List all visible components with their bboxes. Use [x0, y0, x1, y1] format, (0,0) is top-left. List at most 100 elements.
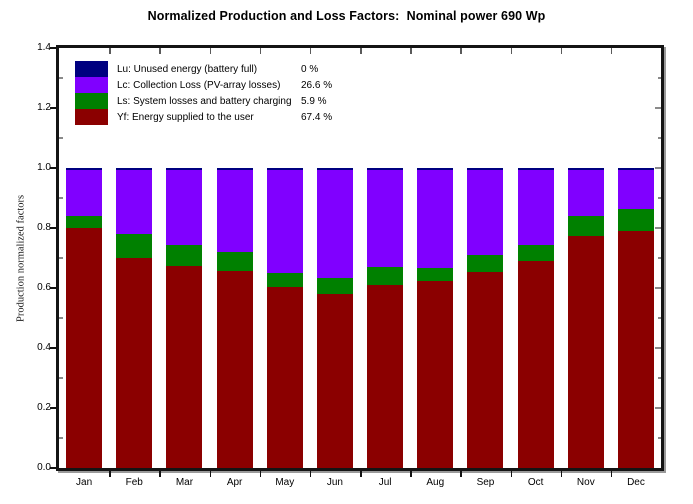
y-tick-label-1.0: 1.0: [37, 162, 51, 173]
y-tick-right-0.4: [655, 347, 661, 349]
y-tick-right-1: [655, 167, 661, 169]
plot-area: Lu: Unused energy (battery full) 0 % Lc: C…: [50, 45, 664, 477]
bar-segment-lu-oct: [517, 168, 554, 170]
legend: Lu: Unused energy (battery full) 0 % Lc: C…: [75, 61, 332, 125]
bar-segment-ls-oct: [517, 244, 554, 261]
stacked-bar-aug: [417, 168, 454, 468]
top-boundary-tick-1: [109, 48, 111, 54]
bar-segment-lu-apr: [216, 168, 253, 170]
bar-segment-lc-jun: [316, 169, 353, 278]
top-boundary-tick-9: [510, 48, 512, 54]
y-tick-right-0.9: [658, 197, 661, 199]
bar-segment-ls-may: [266, 273, 303, 287]
y-minor-tick-left-0.9: [59, 197, 63, 199]
chart-title: Normalized Production and Loss Factors: …: [147, 9, 546, 23]
month-label-sep: Sep: [476, 477, 495, 488]
legend-row-lc: Lc: Collection Loss (PV-array losses) 26.…: [75, 77, 332, 93]
legend-swatch-lc: [75, 77, 108, 93]
y-major-tick-0.2: [50, 407, 56, 409]
month-label-may: May: [275, 477, 295, 488]
bar-segment-lu-nov: [567, 168, 604, 170]
bar-segment-ls-jul: [367, 267, 404, 285]
legend-value-yf: 67.4 %: [301, 111, 333, 123]
bar-segment-lu-aug: [417, 168, 454, 170]
y-minor-tick-left-0.1: [59, 437, 63, 439]
stacked-bar-sep: [467, 168, 504, 468]
y-tick-label-0.0: 0.0: [37, 462, 51, 473]
bar-segment-lu-feb: [116, 168, 153, 170]
month-label-oct: Oct: [527, 477, 544, 488]
bar-slot-mar: [159, 48, 209, 468]
bars-container: [59, 48, 661, 468]
y-tick-right-0.6: [655, 287, 661, 289]
bar-segment-yf-dec: [617, 231, 654, 468]
bar-segment-lu-jun: [316, 168, 353, 170]
stacked-bar-dec: [617, 168, 654, 468]
y-minor-tick-left-0.7: [59, 257, 63, 259]
legend-swatch-lu: [75, 61, 108, 77]
y-tick-label-1.2: 1.2: [37, 102, 51, 113]
y-major-tick-0.0: [50, 467, 56, 469]
y-minor-tick-left-0.5: [59, 317, 63, 319]
y-tick-right-1.1: [658, 137, 661, 139]
top-boundary-tick-5: [309, 48, 312, 54]
stacked-bar-mar: [166, 168, 203, 468]
bottom-boundary-tick-4: [259, 471, 262, 477]
bar-segment-ls-apr: [216, 252, 253, 271]
bar-segment-lc-nov: [567, 169, 604, 216]
bar-segment-yf-mar: [166, 265, 203, 468]
legend-row-ls: Ls: System losses and battery charging 5.…: [75, 93, 332, 109]
bar-segment-lc-oct: [517, 169, 554, 245]
stacked-bar-jul: [367, 168, 404, 468]
y-tick-label-0.2: 0.2: [37, 402, 51, 413]
bottom-boundary-tick-7: [410, 471, 412, 477]
bar-segment-lu-jul: [367, 168, 404, 170]
top-boundary-tick-2: [159, 48, 161, 54]
y-tick-label-0.4: 0.4: [37, 342, 51, 353]
month-label-jan: Jan: [76, 477, 93, 488]
bar-segment-yf-may: [266, 286, 303, 468]
bottom-boundary-tick-1: [109, 471, 111, 477]
legend-value-lc: 26.6 %: [301, 79, 333, 91]
top-boundary-tick-10: [560, 48, 563, 54]
y-minor-tick-left-0.3: [59, 377, 63, 379]
legend-row-lu: Lu: Unused energy (battery full) 0 %: [75, 61, 332, 77]
bar-segment-lc-feb: [116, 169, 153, 234]
y-minor-tick-left-1.3: [59, 77, 63, 79]
month-label-aug: Aug: [426, 477, 445, 488]
top-boundary-tick-8: [460, 48, 462, 54]
bar-segment-lc-aug: [417, 169, 454, 268]
legend-label-ls: Ls: System losses and battery charging: [117, 95, 292, 107]
bar-slot-jun: [310, 48, 360, 468]
bottom-boundary-tick-6: [360, 471, 362, 477]
bar-segment-yf-apr: [216, 270, 253, 468]
bar-segment-ls-nov: [567, 216, 604, 236]
bar-slot-sep: [460, 48, 510, 468]
bar-segment-ls-sep: [467, 255, 504, 272]
bar-segment-ls-mar: [166, 244, 203, 266]
legend-value-lu: 0 %: [301, 63, 319, 75]
y-tick-label-0.6: 0.6: [37, 282, 51, 293]
legend-row-yf: Yf: Energy supplied to the user 67.4 %: [75, 109, 332, 125]
bar-segment-lu-jan: [66, 168, 103, 170]
top-boundary-tick-11: [610, 48, 613, 54]
y-tick-right-0.3: [658, 377, 661, 379]
bar-segment-ls-dec: [617, 208, 654, 231]
bar-slot-jan: [59, 48, 109, 468]
month-label-mar: Mar: [175, 477, 194, 488]
y-major-tick-1.4: [50, 47, 56, 49]
y-major-tick-0.8: [50, 227, 56, 229]
bottom-boundary-tick-9: [510, 471, 512, 477]
y-minor-tick-left-1.1: [59, 137, 63, 139]
month-label-feb: Feb: [125, 477, 143, 488]
bar-segment-yf-jun: [316, 294, 353, 468]
bar-slot-feb: [109, 48, 159, 468]
bar-slot-oct: [511, 48, 561, 468]
stacked-bar-jun: [316, 168, 353, 468]
bar-slot-nov: [561, 48, 611, 468]
bar-segment-lc-may: [266, 169, 303, 273]
top-boundary-tick-6: [360, 48, 362, 54]
month-label-nov: Nov: [576, 477, 595, 488]
bar-slot-jul: [360, 48, 410, 468]
